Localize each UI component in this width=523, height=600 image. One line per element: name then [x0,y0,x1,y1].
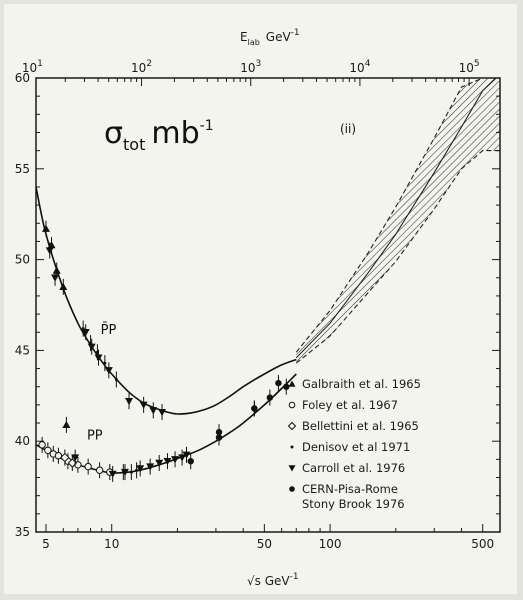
top-tick-label: 102 [131,59,152,75]
band-center-line [295,78,497,359]
data-point [51,274,60,282]
data-point [155,459,164,467]
curve-pbar-p [36,186,297,415]
x-tick-label: 500 [471,537,494,551]
data-point [171,456,180,464]
data-point [158,408,167,417]
data-point [251,405,258,412]
top-tick-label: 101 [22,59,43,75]
data-point [135,468,139,472]
legend-label: Carroll et al. 1976 [302,461,405,475]
data-point [38,441,46,449]
figure-paper [4,4,517,594]
data-point [87,343,96,351]
top-axis-title: Elab GeV-1 [240,28,300,47]
data-point [84,462,92,471]
x-tick-label: 100 [319,537,342,551]
data-point [44,446,52,454]
legend-label: Foley et al. 1967 [302,398,398,412]
data-point [114,377,118,381]
legend-marker [288,401,296,409]
data-point [120,468,129,477]
data-point [41,224,50,232]
x-tick-label: 50 [257,537,272,551]
y-tick-label: 40 [15,434,30,448]
data-point [54,452,63,460]
data-point [60,452,70,463]
legend-label: CERN-Pisa-Rome [302,482,398,496]
legend-marker [290,445,294,449]
legend-marker [288,380,296,387]
legend-marker [288,465,296,472]
data-point [139,401,148,409]
data-point [59,282,68,291]
data-point [52,266,61,274]
legend-label-line2: Stony Brook 1976 [302,497,405,511]
legend-marker [289,486,295,492]
data-point [178,454,187,462]
data-point [62,420,71,429]
data-point [95,466,104,474]
legend-marker [287,421,297,431]
data-point [149,407,158,415]
legend-label: Denisov et al 1971 [302,440,410,454]
data-point [94,354,103,362]
data-point [129,470,133,474]
data-point [71,454,80,462]
data-point [187,457,194,465]
legend-label: Galbraith et al. 1965 [302,377,421,391]
curve-label-pbar-p: P̄P [101,323,117,338]
plot-frame [35,77,501,533]
prediction-band [296,78,500,364]
data-point [104,367,113,375]
x-tick-label: 10 [104,537,119,551]
data-point [215,428,223,436]
top-tick-label: 105 [459,59,480,75]
data-point [146,463,155,471]
x-axis-title: √s GeV-1 [247,572,299,588]
y-tick-label: 50 [15,253,30,267]
curve-label-p-p: PP [87,428,103,443]
legend-label: Bellettini et al. 1965 [302,419,419,433]
y-tick-label: 60 [15,71,30,85]
data-point [136,465,145,473]
data-point [163,457,172,466]
x-tick-label: 5 [42,537,50,551]
data-point [108,470,117,478]
y-tick-label: 55 [15,162,30,176]
y-tick-label: 35 [15,525,30,539]
data-point [266,394,274,401]
panel-label: (ii) [340,122,356,136]
data-point [283,383,290,390]
data-point [81,329,90,337]
band-upper-edge [295,78,500,353]
data-point [125,398,134,406]
data-point [182,451,191,459]
quantity-label: σtot mb-1 [104,116,214,154]
data-point [103,361,107,365]
data-point [45,247,54,255]
top-tick-label: 103 [240,59,261,75]
data-point [275,379,282,387]
top-tick-label: 104 [349,59,370,75]
y-tick-label: 45 [15,343,30,357]
